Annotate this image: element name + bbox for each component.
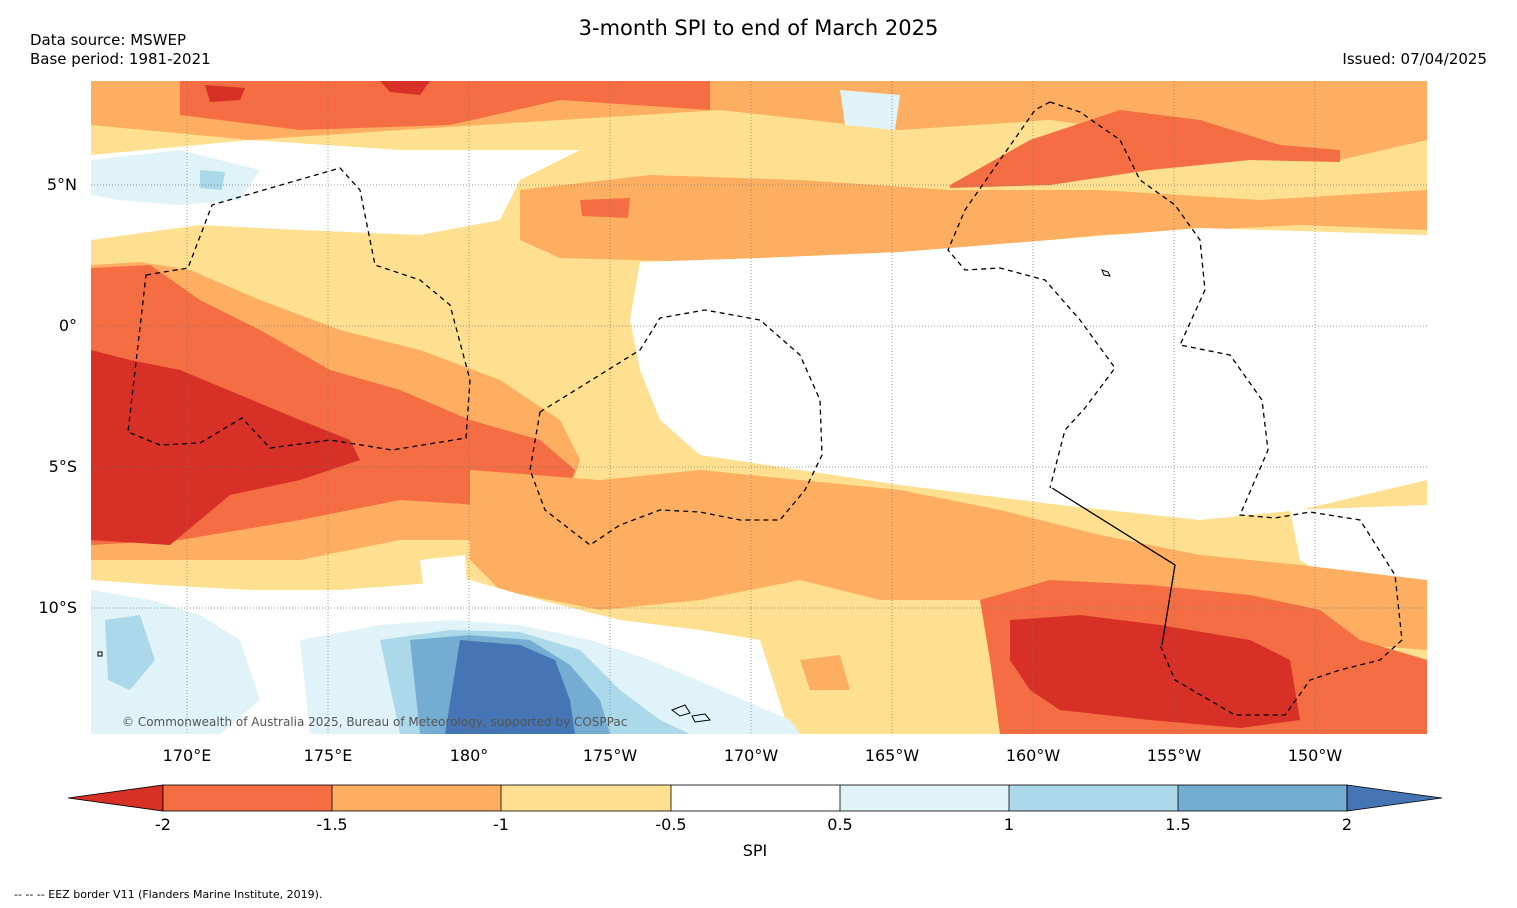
lon-label: 180° xyxy=(449,746,489,765)
lat-label-10s: 10°S xyxy=(38,598,77,617)
colorbar-segment-high xyxy=(1346,784,1443,812)
colorbar-tick: -0.5 xyxy=(655,815,687,834)
lon-label: 160°W xyxy=(1005,746,1061,765)
lon-label: 175°W xyxy=(582,746,638,765)
lon-label: 175°E xyxy=(303,746,353,765)
colorbar-label: SPI xyxy=(742,841,768,860)
base-period: Base period: 1981-2021 xyxy=(30,50,211,68)
graticule xyxy=(91,81,1427,734)
colorbar-tick: -1 xyxy=(493,815,509,834)
lon-label: 155°W xyxy=(1146,746,1202,765)
lon-label: 165°W xyxy=(864,746,920,765)
lat-label-5n: 5°N xyxy=(46,175,77,194)
colorbar-segment xyxy=(1009,785,1178,811)
colorbar-tick: 1 xyxy=(1003,815,1015,834)
spi-field xyxy=(91,81,1427,734)
colorbar-segment xyxy=(1178,785,1347,811)
colorbar xyxy=(67,784,1443,812)
colorbar-tick: -1.5 xyxy=(316,815,348,834)
colorbar-tick: 1.5 xyxy=(1165,815,1191,834)
eez-solid-border xyxy=(1051,487,1176,646)
lon-label: 150°W xyxy=(1287,746,1343,765)
lat-label-5s: 5°S xyxy=(48,457,77,476)
colorbar-tick: 0.5 xyxy=(827,815,853,834)
colorbar-tick: -2 xyxy=(155,815,171,834)
eez-borders xyxy=(127,101,1403,716)
colorbar-segment xyxy=(671,785,840,811)
data-source: Data source: MSWEP xyxy=(30,31,187,49)
lon-label: 170°W xyxy=(723,746,779,765)
map-title: 3-month SPI to end of March 2025 xyxy=(578,16,939,40)
colorbar-segment-low xyxy=(67,784,164,812)
lat-label-0: 0° xyxy=(58,316,77,335)
colorbar-tick: 2 xyxy=(1341,815,1353,834)
colorbar-segment xyxy=(840,785,1009,811)
lon-label: 170°E xyxy=(162,746,212,765)
issued-date: Issued: 07/04/2025 xyxy=(1342,50,1487,68)
colorbar-segment xyxy=(332,785,501,811)
islands xyxy=(97,269,1111,723)
eez-legend-note: -- -- -- EEZ border V11 (Flanders Marine… xyxy=(14,888,323,901)
colorbar-segment xyxy=(163,785,332,811)
colorbar-segment xyxy=(501,785,671,811)
copyright-note: © Commonwealth of Australia 2025, Bureau… xyxy=(122,715,628,729)
